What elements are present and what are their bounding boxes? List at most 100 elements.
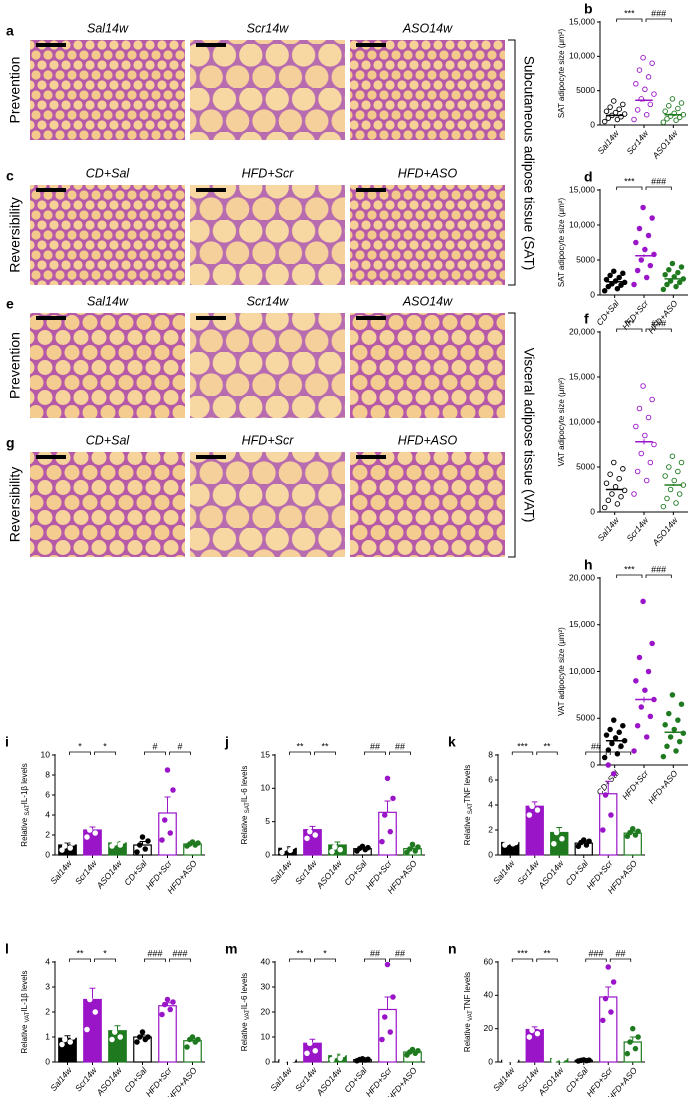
data-point	[307, 1040, 313, 1046]
y-label-part: Relative	[20, 1022, 29, 1053]
data-point	[666, 103, 672, 109]
y-tick-label: 4	[488, 799, 493, 809]
histology-image	[190, 313, 345, 418]
bar	[303, 829, 322, 856]
x-tick-label: Scr14w	[624, 515, 650, 544]
data-point	[134, 1039, 140, 1045]
row-label: Prevention	[7, 57, 23, 124]
panel-letter: h	[584, 557, 593, 573]
data-point	[601, 118, 608, 125]
bar	[158, 812, 177, 856]
sig-label: *	[78, 741, 82, 751]
data-point	[664, 743, 670, 750]
y-tick-label: 3	[45, 981, 50, 991]
panel-letter: d	[584, 169, 593, 185]
data-point	[642, 246, 648, 253]
vat-bracket	[508, 312, 516, 558]
data-point	[170, 999, 176, 1005]
row-label: Prevention	[7, 332, 23, 399]
data-point	[340, 1051, 346, 1058]
data-point	[561, 823, 568, 830]
data-point	[632, 832, 639, 838]
histology-image	[190, 40, 345, 140]
y-label-sub: VAT	[468, 1010, 474, 1021]
sig-label: ***	[624, 8, 635, 18]
y-tick-label: 10	[261, 783, 271, 793]
data-point	[642, 86, 648, 93]
y-label-sub: VAT	[25, 1011, 31, 1022]
data-point	[643, 274, 650, 281]
data-point	[167, 830, 173, 836]
axis	[274, 754, 425, 856]
data-point	[309, 818, 316, 825]
data-point	[412, 848, 419, 854]
data-point	[662, 271, 668, 278]
sig-bracket	[94, 958, 116, 962]
data-point	[583, 842, 590, 848]
data-point	[161, 1001, 168, 1008]
error-bar	[629, 1036, 636, 1042]
y-label-part: IL-1β levels	[20, 763, 29, 804]
data-point	[624, 833, 631, 840]
data-point	[134, 849, 140, 855]
sig-bracket	[144, 751, 166, 755]
data-point	[602, 995, 609, 1002]
sig-bracket	[536, 958, 558, 962]
scale-bar	[36, 43, 66, 47]
data-point	[332, 1052, 338, 1059]
y-tick-label: 15	[261, 749, 271, 759]
y-tick-label: 2	[488, 824, 493, 834]
data-point	[111, 1029, 118, 1035]
data-point	[532, 1019, 538, 1025]
y-tick-label: 10	[41, 749, 51, 759]
data-point	[136, 1034, 143, 1040]
data-point	[676, 279, 683, 286]
y-tick-label: 6	[488, 774, 493, 784]
data-point	[640, 598, 646, 605]
data-point	[614, 501, 621, 507]
data-point	[607, 471, 613, 477]
sig-bracket	[364, 751, 386, 755]
data-point	[111, 840, 118, 846]
error-bar	[139, 841, 146, 845]
image-title: HFD+ASO	[398, 166, 458, 180]
data-point	[529, 803, 535, 810]
data-point	[600, 827, 606, 833]
y-tick-label: 0	[265, 849, 270, 859]
y-label-part: TNF levels	[463, 765, 472, 803]
data-point	[365, 1056, 371, 1062]
data-point	[382, 1014, 388, 1020]
tissue-label: Visceral adipose tissue (VAT)	[521, 348, 536, 523]
sig-bracket	[585, 958, 607, 962]
image-title: Scr14w	[247, 21, 290, 35]
data-point	[662, 108, 668, 115]
scale-bar	[356, 188, 386, 192]
data-point	[612, 484, 619, 490]
bar	[108, 1030, 127, 1063]
data-point	[605, 283, 612, 290]
data-point	[315, 822, 321, 828]
y-tick-label: 10,000	[569, 416, 595, 426]
data-point	[660, 286, 667, 293]
data-point	[581, 837, 587, 843]
sig-bracket	[616, 574, 643, 578]
x-tick-label: ASO14w	[94, 1065, 124, 1097]
axis	[497, 754, 645, 856]
y-tick-label: 5000	[576, 713, 595, 723]
panel-letter: l	[5, 941, 9, 957]
data-point	[387, 828, 394, 835]
axis	[54, 754, 205, 856]
y-axis-label: Relative VATIL-1β levels	[20, 971, 30, 1054]
data-point	[390, 994, 396, 1000]
y-label-part: IL-1β levels	[20, 971, 29, 1012]
data-point	[379, 1036, 385, 1043]
histology-image	[350, 313, 505, 418]
data-point	[559, 836, 565, 842]
data-point	[671, 477, 677, 484]
data-point	[603, 480, 610, 486]
data-point	[675, 105, 681, 112]
data-point	[662, 473, 668, 479]
y-tick-label: 0	[590, 289, 595, 299]
data-point	[647, 713, 654, 720]
sig-bracket	[616, 18, 643, 22]
